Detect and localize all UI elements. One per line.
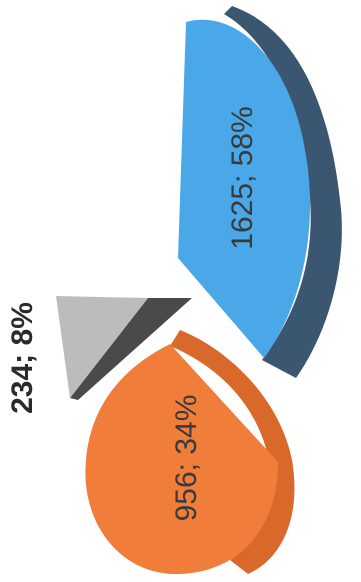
pie-slice-3-top	[56, 296, 148, 398]
pie-slice-1-side	[224, 6, 342, 378]
pie-slice-2-label: 956; 34%	[170, 395, 203, 522]
pie-slice-3-label: 234; 8%	[6, 302, 39, 414]
pie-slice-3-side	[70, 298, 192, 400]
pie-slice-1-top	[178, 19, 311, 359]
pie-slice-3	[56, 296, 192, 400]
pie-slice-1-label: 1625; 58%	[226, 106, 259, 249]
pie-slice-2-top	[85, 344, 278, 575]
pie-slice-2: 956; 34%	[85, 330, 295, 575]
pie-slice-1: 1625; 58%	[178, 6, 342, 378]
pie-slice-2-side	[170, 330, 295, 574]
